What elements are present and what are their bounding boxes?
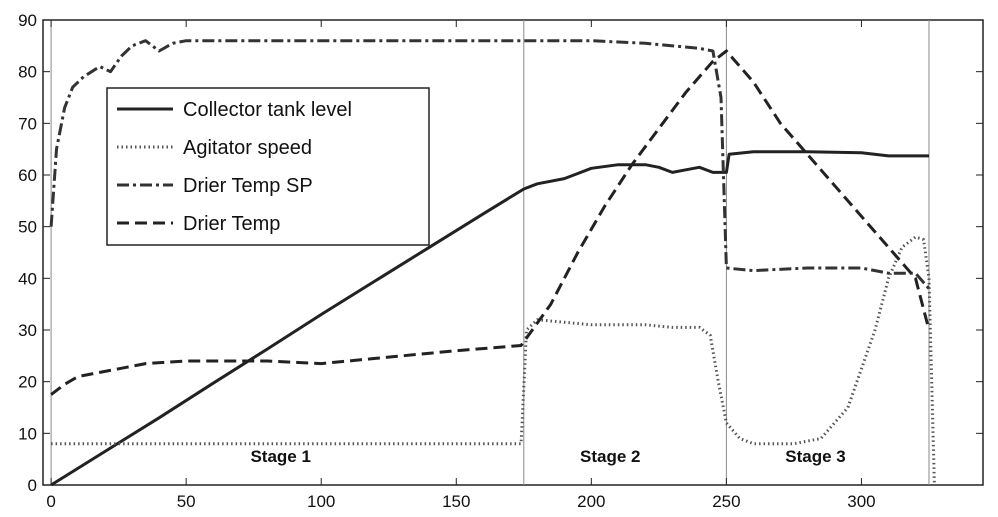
y-tick-label: 30 (18, 321, 37, 340)
legend-box (106, 87, 430, 246)
x-tick-label: 0 (46, 492, 55, 511)
legend-label: Drier Temp SP (183, 175, 313, 197)
x-tick-label: 200 (577, 492, 605, 511)
stage-layer: Stage 1 Stage 2 Stage 3 (50, 20, 930, 485)
y-tick-label: 60 (18, 166, 37, 185)
legend-label: Collector tank level (183, 99, 352, 121)
y-tick-label: 10 (18, 424, 37, 443)
legend-label: Agitator speed (183, 137, 312, 159)
y-tick-label: 70 (18, 114, 37, 133)
series-line-collector-tank-level (50, 150, 929, 487)
legend-label: Drier Temp (183, 213, 280, 235)
stage-label: Stage 2 (580, 447, 640, 466)
legend: Collector tank level Agitator speed Drier … (106, 87, 430, 246)
x-tick-label: 150 (442, 492, 470, 511)
y-tick-label: 50 (18, 218, 37, 237)
x-tick-label: 100 (307, 492, 335, 511)
series-layer (49, 39, 936, 487)
tick-layer: 0 50 100 150 200 250 300 0 10 20 30 40 50 60 70 80 90 (18, 11, 983, 511)
x-tick-label: 300 (847, 492, 875, 511)
y-tick-label: 80 (18, 63, 37, 82)
x-tick-label: 250 (712, 492, 740, 511)
y-tick-label: 20 (18, 373, 37, 392)
y-tick-label: 0 (28, 476, 37, 495)
series-line-drier-temp (50, 49, 931, 396)
plot-frame (42, 19, 984, 486)
series-line-drier-temp-sp (49, 39, 931, 290)
x-tick-label: 50 (177, 492, 196, 511)
y-tick-label: 90 (18, 11, 37, 30)
stage-label: Stage 1 (250, 447, 310, 466)
y-tick-label: 40 (18, 269, 37, 288)
stage-label: Stage 3 (785, 447, 845, 466)
series-line-agitator-speed (51, 235, 936, 486)
